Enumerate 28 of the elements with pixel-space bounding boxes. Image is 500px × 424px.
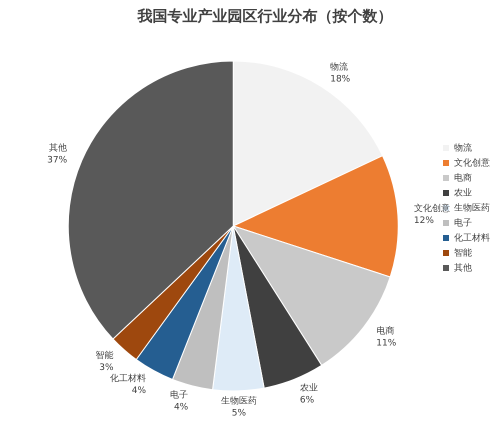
slice-label: 生物医药 (220, 395, 257, 406)
slice-label: 物流 (330, 62, 348, 73)
data-label: 4% (132, 386, 146, 396)
slice-label: 化工材料 (110, 372, 146, 384)
data-label: 6% (300, 396, 315, 406)
legend-label: 农业 (454, 187, 472, 198)
legend-label: 物流 (454, 142, 472, 154)
data-label: 3% (99, 363, 114, 374)
legend-label: 智能 (454, 247, 472, 258)
legend-label: 电子 (454, 217, 472, 228)
data-label: 4% (174, 402, 189, 413)
chart-title: 我国专业产业园区行业分布（按个数） (136, 6, 392, 25)
legend-label: 电商 (454, 172, 472, 184)
legend-label: 文化创意 (454, 157, 490, 168)
data-label: 11% (376, 338, 397, 348)
data-label: 18% (330, 74, 351, 85)
slice-label: 电商 (376, 325, 394, 336)
legend-label: 其他 (454, 262, 472, 274)
legend-label: 生物医药 (454, 202, 490, 214)
slice-label: 智能 (96, 350, 114, 362)
data-label: 37% (47, 155, 68, 166)
legend-label: 化工材料 (454, 232, 490, 244)
slice-label: 农业 (300, 382, 318, 394)
slice-label: 文化创意 (414, 202, 450, 214)
data-label: 5% (232, 408, 247, 418)
slice-label: 电子 (170, 390, 188, 401)
slice-label: 其他 (49, 142, 68, 154)
data-label: 12% (414, 216, 434, 226)
